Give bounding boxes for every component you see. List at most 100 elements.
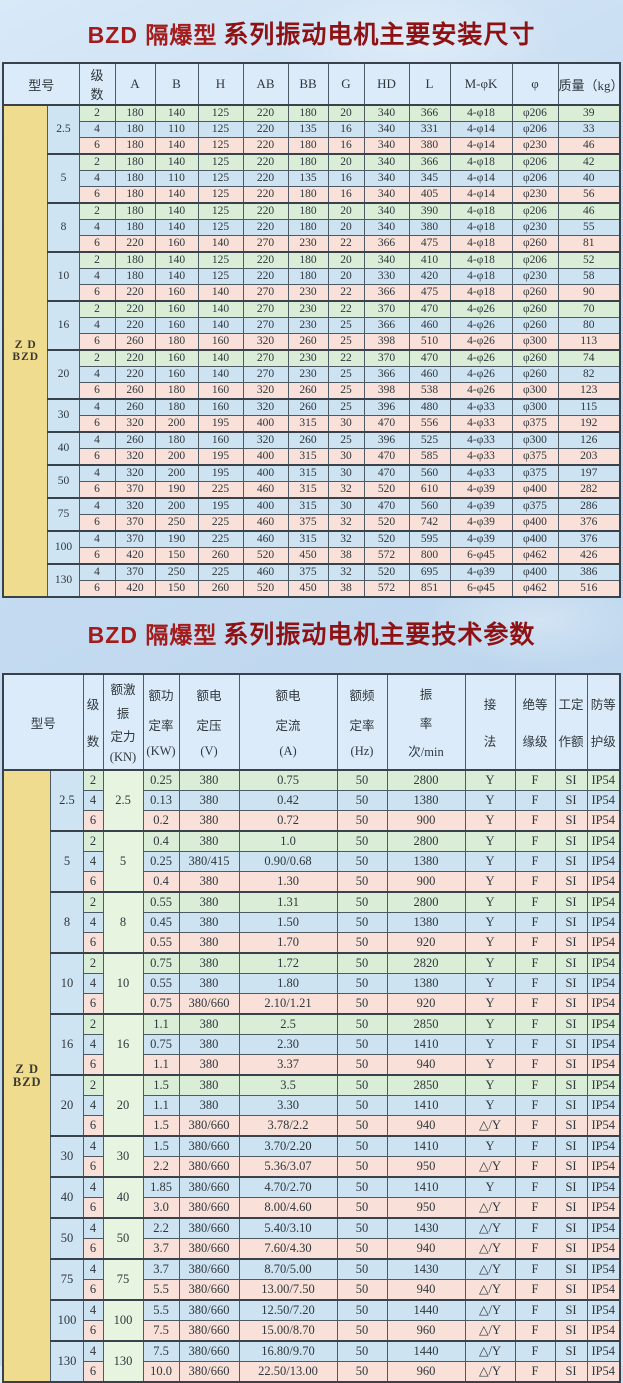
value-cell: 538 <box>408 382 451 400</box>
value-cell: 180 <box>114 202 156 220</box>
value-cell: SI <box>554 1279 588 1301</box>
poles-cell: 6 <box>78 547 116 565</box>
value-cell: φ260 <box>511 349 559 367</box>
table-row: 5 2 180 140 125 220 180 20 340 366 4-φ18 φ206 42 <box>3 153 621 204</box>
poles-cell: 4 <box>78 268 116 285</box>
value-cell: 15.00/8.70 <box>238 1320 338 1342</box>
value-cell: 8.00/4.60 <box>238 1197 338 1219</box>
value-cell: 32 <box>327 514 365 532</box>
value-cell: 4-φ18 <box>449 235 513 253</box>
value-cell: 380/660 <box>178 1320 240 1342</box>
value-cell: 480 <box>408 398 451 416</box>
value-cell: 8.70/5.00 <box>238 1258 338 1280</box>
poles-cell: 2 <box>82 891 104 913</box>
value-cell: 160 <box>197 382 244 400</box>
value-cell: 150 <box>154 580 199 598</box>
value-cell: φ375 <box>511 497 559 515</box>
value-cell: 960 <box>386 1361 466 1383</box>
value-cell: φ300 <box>511 398 559 416</box>
table-row: 6 10.0 380/660 22.50/13.00 50 960 △/Y F SI IP54 <box>3 1361 621 1383</box>
value-cell: 420 <box>408 268 451 285</box>
value-cell: 260 <box>287 431 329 449</box>
title-main: 系列振动电机主要技术参数 <box>223 621 536 649</box>
value-cell: 110 <box>154 121 199 138</box>
table-row: 4 220 160 140 270 230 25 366 460 4-φ26 φ260 80 <box>3 317 621 334</box>
value-cell: F <box>514 790 556 811</box>
value-cell: 940 <box>386 1238 466 1260</box>
value-cell: 950 <box>386 1156 466 1178</box>
value-cell: 520 <box>363 481 410 499</box>
value-cell: 160 <box>154 300 199 318</box>
value-cell: IP54 <box>586 973 621 994</box>
value-cell: SI <box>554 1054 588 1076</box>
value-cell: 200 <box>154 448 199 466</box>
value-cell: 50 <box>336 1054 388 1076</box>
value-cell: 50 <box>336 1258 388 1280</box>
value-cell: 396 <box>363 398 410 416</box>
value-cell: 135 <box>287 121 329 138</box>
value-cell: 475 <box>408 284 451 302</box>
value-cell: 366 <box>408 153 451 171</box>
value-cell: 220 <box>242 104 289 122</box>
value-cell: 220 <box>242 251 289 269</box>
value-cell: 20 <box>327 104 365 122</box>
value-cell: 315 <box>287 448 329 466</box>
value-cell: 140 <box>154 251 199 269</box>
value-cell: 380 <box>178 891 240 913</box>
value-cell: 220 <box>242 186 289 204</box>
table-row: 40 4 40 1.85 380/660 4.70/2.70 50 1410 Y F SI IP54 <box>3 1176 621 1219</box>
value-cell: 50 <box>336 1115 388 1137</box>
value-cell: 380 <box>178 1074 240 1096</box>
value-cell: 180 <box>114 170 156 187</box>
table-row: 6 260 180 160 320 260 25 398 510 4-φ26 φ300 113 <box>3 333 621 351</box>
poles-cell: 2 <box>78 349 116 367</box>
value-cell: IP54 <box>586 952 621 974</box>
value-cell: 0.25 <box>142 769 180 791</box>
value-cell: 1.1 <box>142 1095 180 1116</box>
table-row: Z D BZD 2.5 2 180 140 125 220 180 20 340 366 4-φ18 φ… <box>2 104 621 598</box>
value-cell: 220 <box>242 121 289 138</box>
value-cell: 50 <box>336 952 388 974</box>
table-row: 40 4 260 180 160 320 260 25 396 525 4-φ33 φ300 126 <box>3 431 621 466</box>
poles-cell: 4 <box>78 398 116 416</box>
value-cell: 6-φ45 <box>449 580 513 598</box>
value-cell: φ375 <box>511 448 559 466</box>
poles-cell: 4 <box>82 1095 104 1116</box>
value-cell: 32 <box>327 481 365 499</box>
group-label-cell: 5 <box>47 153 80 204</box>
title-main: 系列振动电机主要安装尺寸 <box>223 21 536 49</box>
value-cell: 220 <box>114 317 156 334</box>
value-cell: 125 <box>197 153 244 171</box>
value-cell: 3.30 <box>238 1095 338 1116</box>
value-cell: 380 <box>178 830 240 852</box>
value-cell: 270 <box>242 349 289 367</box>
value-cell: Y <box>464 1176 516 1198</box>
value-cell: φ230 <box>511 219 559 236</box>
value-cell: 520 <box>363 514 410 532</box>
value-cell: 572 <box>363 580 410 598</box>
value-cell: 160 <box>154 366 199 383</box>
value-cell: F <box>514 932 556 954</box>
table-row: 6 320 200 195 400 315 30 470 556 4-φ33 φ375 192 <box>3 415 621 433</box>
value-cell: 470 <box>408 349 451 367</box>
poles-cell: 4 <box>78 497 116 515</box>
value-cell: SI <box>554 1320 588 1342</box>
value-cell: F <box>514 851 556 872</box>
value-cell: 260 <box>287 398 329 416</box>
value-cell: 30 <box>327 415 365 433</box>
value-cell: 370 <box>114 481 156 499</box>
value-cell: 900 <box>386 810 466 832</box>
value-cell: 22.50/13.00 <box>238 1361 338 1383</box>
table-row: 6 0.55 380 1.70 50 920 Y F SI IP54 <box>3 932 621 954</box>
value-cell: 380/660 <box>178 1238 240 1260</box>
value-cell: △/Y <box>464 1115 516 1137</box>
value-cell: 195 <box>197 497 244 515</box>
value-cell: 380/660 <box>178 1176 240 1198</box>
poles-cell: 6 <box>78 235 116 253</box>
group-label-cell: 10 <box>50 952 84 1015</box>
value-cell: 380/660 <box>178 1217 240 1239</box>
table-row: 6 420 150 260 520 450 38 572 851 6-φ45 φ462 516 <box>3 580 621 598</box>
value-cell: SI <box>554 973 588 994</box>
value-cell: 50 <box>336 769 388 791</box>
value-cell: 1.1 <box>142 1013 180 1035</box>
